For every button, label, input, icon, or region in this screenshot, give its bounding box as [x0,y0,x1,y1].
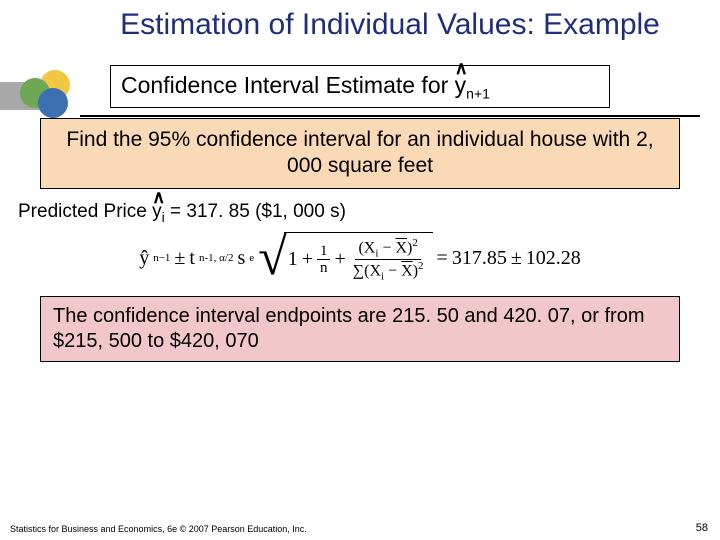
caret-icon: ∧ [455,58,468,79]
page-title: Estimation of Individual Values: Example [0,0,720,47]
formula: ŷn−1 ± tn-1, α/2 se √ 1 + 1 n + (Xi − X)… [139,232,581,284]
f-se: s [237,247,245,270]
f2nm: − [378,239,395,256]
frac-big: (Xi − X)2 ∑(Xi − X)2 [350,237,427,283]
frac2-den: ∑(Xi − X)2 [350,260,427,283]
f2dsum: ∑ [353,263,364,280]
subtitle-box: Confidence Interval Estimate for ∧yn+1 [110,65,610,109]
f-val1: 317.85 [452,247,507,270]
result-box: The confidence interval endpoints are 21… [40,296,680,362]
page-number: 58 [696,522,708,534]
f2nsq: 2 [412,237,418,249]
f-se-sub: e [249,252,254,264]
subtitle-subscript: n+1 [466,85,490,101]
f-plus2: + [334,248,345,271]
f2dl: (X [364,263,381,280]
frac-1n: 1 n [317,243,331,277]
f-one: 1 [288,248,298,271]
frac2-num: (Xi − X)2 [355,237,420,261]
y-hat-symbol: ∧y [455,72,467,99]
f-t-sub: n-1, α/2 [199,252,233,264]
f-plus1: + [302,248,313,271]
formula-region: ŷn−1 ± tn-1, α/2 se √ 1 + 1 n + (Xi − X)… [0,232,720,284]
title-underline [80,115,700,117]
frac1-den: n [317,260,331,277]
f-lhs-sub: n−1 [153,252,170,264]
sqrt-body: 1 + 1 n + (Xi − X)2 ∑(Xi − X)2 [284,232,433,284]
f2dsq: 2 [418,260,424,272]
caret-icon-2: ∧ [152,187,165,208]
subtitle-prefix: Confidence Interval Estimate for [121,72,455,98]
y-hat-symbol-2: ∧y [152,201,162,223]
pred-prefix: Predicted Price [18,201,152,222]
f2dx: X [401,263,413,280]
footer-text: Statistics for Business and Economics, 6… [10,524,307,534]
f-val2: 102.28 [526,247,581,270]
f-eq: = [437,247,448,270]
circle-blue [38,88,68,118]
f-t: t [189,247,195,270]
logo-circles [10,70,90,125]
f-lhs-var: ŷ [139,247,149,270]
sqrt-wrap: √ 1 + 1 n + (Xi − X)2 ∑(Xi − X)2 [258,232,432,284]
pred-suffix: = 317. 85 ($1, 000 s) [165,201,346,222]
sqrt-icon: √ [258,232,287,284]
f-pm2: ± [511,247,522,270]
f-pm: ± [174,247,185,270]
predicted-line: Predicted Price ∧yi = 317. 85 ($1, 000 s… [18,201,702,225]
f2nx: X [395,239,407,256]
f2dm: − [384,263,401,280]
problem-box: Find the 95% confidence interval for an … [40,118,680,189]
f2nl: (X [358,239,375,256]
frac1-num: 1 [317,243,331,261]
